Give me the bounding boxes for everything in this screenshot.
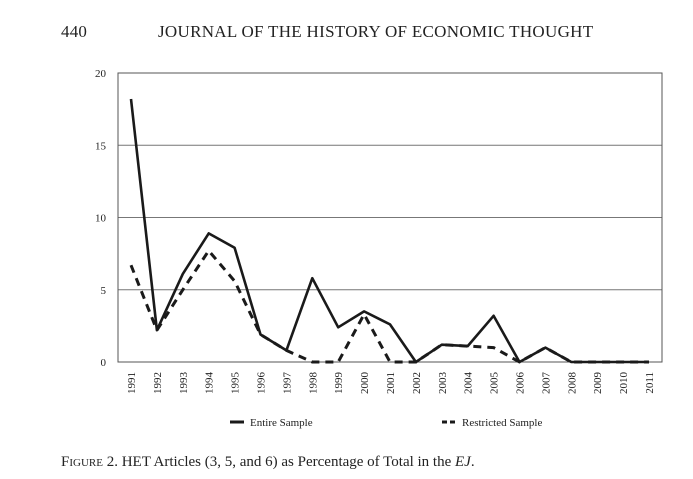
x-tick-label: 1995	[230, 372, 242, 395]
x-tick-label: 1999	[333, 372, 345, 395]
x-tick-label: 2003	[437, 372, 449, 395]
legend: Entire Sample Restricted Sample	[230, 417, 542, 429]
x-tick-label: 2007	[540, 372, 552, 395]
x-tick-label: 2008	[566, 372, 578, 395]
x-tick-label: 2005	[489, 372, 501, 395]
series-lines	[129, 98, 649, 364]
x-tick-label: 1998	[307, 372, 319, 395]
x-tick-label: 2001	[385, 372, 397, 394]
series-line	[129, 249, 649, 364]
page-number: 440	[61, 22, 88, 41]
series-line	[129, 98, 649, 364]
plot-area-frame	[117, 72, 663, 363]
x-tick-label: 1996	[256, 372, 268, 395]
x-tick-label: 1997	[281, 372, 293, 395]
x-tick-labels: 1991 1992 1993 1994 1995 1996 1997 1998 1999 2000…	[126, 372, 656, 395]
y-tick-label: 0	[101, 357, 107, 369]
y-tick-label: 5	[101, 285, 107, 297]
legend-label: Restricted Sample	[462, 417, 542, 429]
x-tick-label: 2004	[463, 372, 475, 395]
legend-label: Entire Sample	[250, 417, 313, 429]
gridlines	[118, 144, 662, 291]
x-tick-label: 1992	[152, 372, 164, 394]
x-tick-label: 2006	[515, 372, 527, 395]
y-tick-label: 20	[95, 68, 107, 80]
x-tick-label: 2009	[592, 372, 604, 395]
y-tick-label: 15	[95, 140, 107, 152]
x-tick-label: 2011	[644, 372, 656, 394]
running-header: JOURNAL OF THE HISTORY OF ECONOMIC THOUG…	[158, 22, 594, 41]
x-tick-label: 2002	[411, 372, 423, 394]
y-tick-labels: 0 5 10 15 20	[95, 68, 107, 369]
x-tick-label: 1991	[126, 372, 138, 394]
caption-journal: EJ	[455, 454, 471, 470]
figure-caption: Figure 2. HET Articles (3, 5, and 6) as …	[61, 454, 475, 471]
x-tick-label: 2000	[359, 372, 371, 395]
x-tick-label: 1994	[204, 372, 216, 395]
x-tick-label: 2010	[618, 372, 630, 395]
y-tick-label: 10	[95, 213, 107, 225]
caption-text: HET Articles (3, 5, and 6) as Percentage…	[117, 454, 456, 470]
figure-label: Figure 2.	[61, 454, 118, 470]
caption-end: .	[470, 454, 475, 470]
x-tick-label: 1993	[178, 372, 190, 395]
